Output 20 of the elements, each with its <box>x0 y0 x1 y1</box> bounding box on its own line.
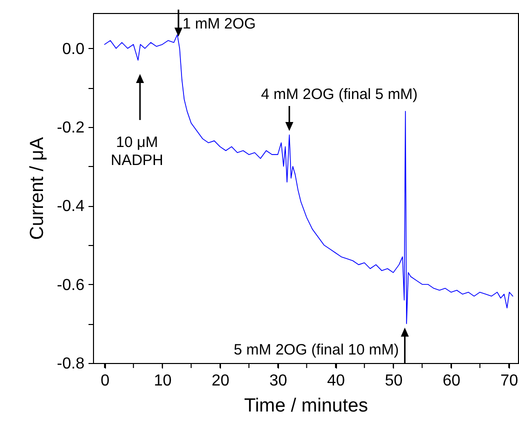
x-tick-label: 40 <box>327 372 346 390</box>
x-tick-label: 50 <box>384 372 403 390</box>
annotation: 4 mM 2OG (final 5 mM) <box>260 86 418 103</box>
y-axis-title: Current / μA <box>26 136 48 240</box>
annotation: 10 μM NADPH <box>110 134 164 169</box>
x-tick-label: 60 <box>442 372 461 390</box>
x-tick-label: 20 <box>212 372 230 390</box>
y-tick-label: -0.2 <box>56 120 85 137</box>
y-tick-label: -0.4 <box>56 198 85 216</box>
y-tick-label: 0.0 <box>62 40 85 58</box>
x-tick-label: 10 <box>154 372 172 390</box>
line-series <box>104 34 514 324</box>
x-axis-title: Time / minutes <box>244 396 368 416</box>
y-tick-label: -0.6 <box>56 276 85 294</box>
annotation: 5 mM 2OG (final 10 mM) <box>234 342 399 359</box>
y-tick-label: -0.8 <box>56 356 85 372</box>
x-tick-label: 70 <box>500 372 518 390</box>
x-tick-label: 0 <box>100 372 110 390</box>
annotation: 1 mM 2OG <box>182 16 256 33</box>
x-tick-label: 30 <box>269 372 288 390</box>
